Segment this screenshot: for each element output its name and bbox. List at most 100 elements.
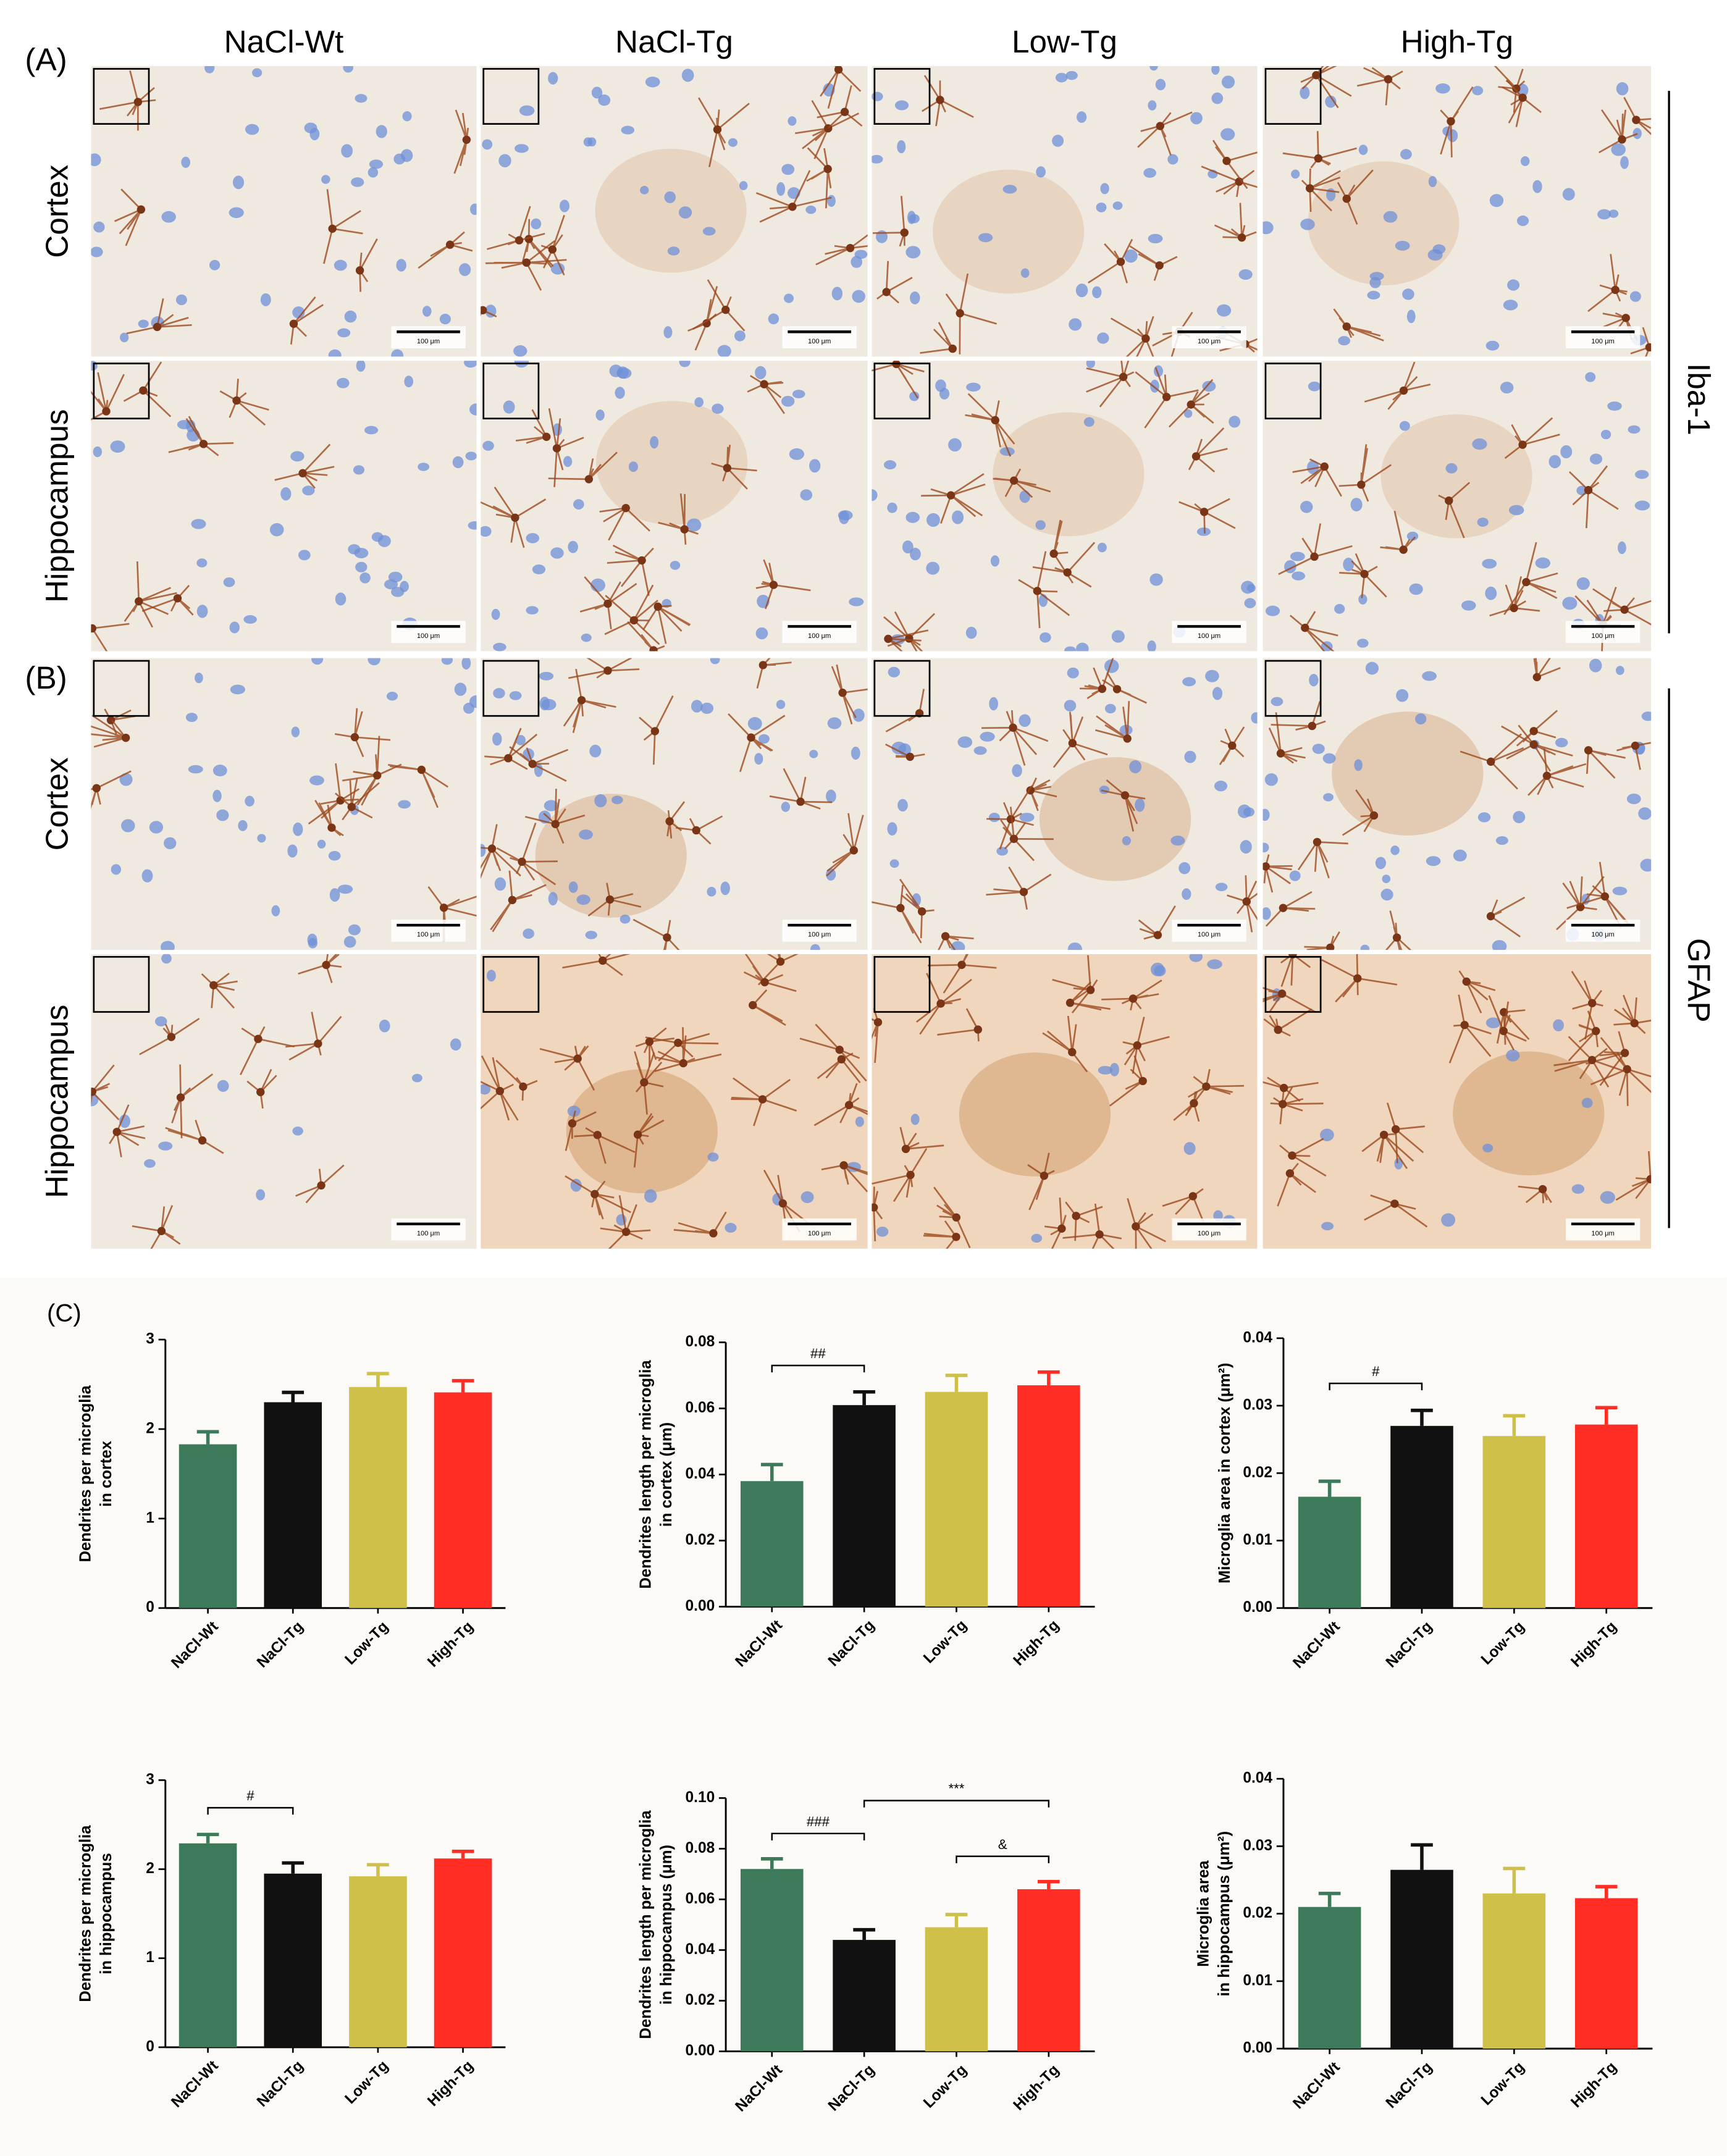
glial-process xyxy=(899,878,935,939)
nucleus xyxy=(1409,583,1423,595)
scale-bar-bg xyxy=(1565,621,1641,644)
glial-soma xyxy=(1600,892,1609,901)
glial-soma xyxy=(133,98,143,106)
nucleus xyxy=(568,540,578,553)
glial-process xyxy=(872,1008,879,1063)
nucleus xyxy=(851,256,863,268)
nucleus xyxy=(1396,689,1409,702)
tissue xyxy=(481,66,868,357)
glial-soma xyxy=(1187,400,1195,409)
glial-process xyxy=(599,507,650,541)
nucleus xyxy=(1002,185,1017,194)
glial-process xyxy=(1173,1091,1200,1122)
nucleus xyxy=(1064,700,1077,712)
nucleus xyxy=(217,1080,229,1092)
plaque xyxy=(595,148,747,273)
nucleus xyxy=(1618,541,1626,555)
glial-soma xyxy=(776,957,785,966)
nucleus xyxy=(532,564,546,574)
nucleus xyxy=(1211,92,1224,104)
glial-soma xyxy=(1274,1025,1282,1034)
nucleus xyxy=(1400,149,1412,160)
nucleus xyxy=(788,116,797,126)
column-header: Low-Tg xyxy=(1012,24,1117,59)
nucleus xyxy=(1291,169,1300,179)
glial-soma xyxy=(1063,568,1072,577)
nucleus xyxy=(463,702,474,714)
nucleus xyxy=(1585,372,1596,382)
nucleus xyxy=(710,658,720,665)
glial-process xyxy=(515,409,547,444)
y-tick-label: 3 xyxy=(146,1771,154,1788)
y-tick-label: 0.02 xyxy=(1243,1464,1272,1481)
glial-process xyxy=(1502,80,1542,127)
glial-process xyxy=(1338,444,1392,502)
nucleus xyxy=(292,306,305,319)
nucleus xyxy=(1356,639,1369,648)
nucleus xyxy=(230,684,245,695)
glial-soma xyxy=(1132,1222,1140,1231)
glial-process xyxy=(109,1104,146,1157)
nucleus xyxy=(810,944,820,950)
glial-soma xyxy=(1399,386,1408,395)
nucleus xyxy=(1607,401,1622,411)
glial-process xyxy=(692,279,746,332)
bar xyxy=(179,1843,237,2047)
nucleus xyxy=(1031,1233,1043,1243)
nucleus xyxy=(209,259,221,271)
nucleus xyxy=(110,440,125,453)
nucleus xyxy=(906,511,920,523)
micrograph: 100 μm xyxy=(1263,361,1652,652)
glial-soma xyxy=(1065,999,1075,1007)
glial-process xyxy=(124,561,177,628)
tissue xyxy=(91,658,477,950)
nucleus xyxy=(393,153,406,165)
glial-process xyxy=(1592,588,1652,626)
nucleus xyxy=(1629,291,1641,302)
glial-soma xyxy=(1445,496,1453,505)
error-bar xyxy=(760,1857,783,1869)
glial-process xyxy=(666,801,686,839)
glial-process xyxy=(298,954,342,983)
scale-bar-label: 100 μm xyxy=(1591,931,1614,939)
nucleus xyxy=(486,970,496,982)
nucleus xyxy=(978,233,993,243)
nucleus xyxy=(1170,836,1185,846)
glial-process xyxy=(91,715,127,748)
nucleus xyxy=(1097,332,1109,344)
glial-soma xyxy=(1279,1100,1287,1109)
glial-process xyxy=(923,1220,957,1249)
nucleus xyxy=(481,1084,491,1095)
scale-bar-label: 100 μm xyxy=(808,931,831,939)
inset-box xyxy=(482,363,540,420)
row-label: Cortex xyxy=(40,164,75,258)
nucleus xyxy=(1562,597,1578,610)
glial-soma xyxy=(481,306,487,314)
glial-process xyxy=(654,1027,722,1072)
glial-process xyxy=(1301,168,1342,212)
glial-soma xyxy=(645,1038,654,1046)
glial-soma xyxy=(674,1038,683,1047)
glial-process xyxy=(756,658,792,689)
column-header: High-Tg xyxy=(1401,24,1513,59)
nucleus xyxy=(1555,737,1568,748)
glial-soma xyxy=(1276,749,1285,758)
glial-soma xyxy=(504,754,513,763)
nucleus xyxy=(1477,812,1491,823)
nucleus xyxy=(888,666,901,677)
glial-process xyxy=(633,1113,665,1168)
nucleus xyxy=(621,125,634,135)
nucleus xyxy=(784,293,794,303)
nucleus xyxy=(1441,1213,1456,1227)
glial-soma xyxy=(760,978,769,987)
nucleus xyxy=(1211,66,1220,75)
nucleus xyxy=(1422,671,1437,681)
nucleus xyxy=(229,621,240,634)
nucleus xyxy=(712,403,724,414)
glial-soma xyxy=(758,1095,767,1104)
y-axis-label: Dendrites per microglia xyxy=(77,1385,94,1562)
glial-soma xyxy=(515,236,524,245)
nucleus xyxy=(935,379,946,392)
glial-process xyxy=(1062,1203,1122,1249)
glial-soma xyxy=(568,1119,577,1128)
